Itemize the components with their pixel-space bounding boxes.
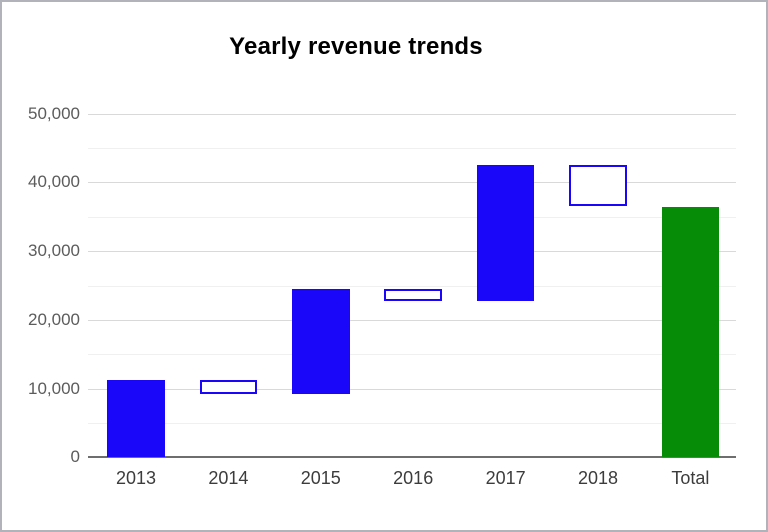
bar-2014[interactable]	[199, 379, 258, 395]
minor-gridline-35000	[88, 216, 736, 218]
major-gridline-50000	[88, 113, 736, 115]
x-axis-label-2015: 2015	[300, 468, 341, 488]
y-axis-label-20000: 20,000	[28, 309, 80, 329]
y-axis-label-50000: 50,000	[28, 103, 80, 123]
minor-gridline-25000	[88, 285, 736, 287]
minor-gridline-5000	[88, 423, 736, 424]
y-axis-label-0: 0	[70, 447, 80, 467]
minor-gridline-15000	[88, 354, 736, 356]
major-gridline-40000	[88, 182, 736, 184]
x-axis-label-total: Total	[671, 468, 710, 488]
bar-2015[interactable]	[292, 289, 350, 395]
x-axis-label-2016: 2016	[393, 468, 434, 488]
y-axis-label-30000: 30,000	[28, 241, 80, 261]
bar-2013[interactable]	[107, 379, 165, 458]
y-axis-label-40000: 40,000	[28, 172, 80, 192]
bar-2016[interactable]	[384, 289, 442, 301]
bar-2018[interactable]	[569, 165, 627, 207]
x-axis-label-2013: 2013	[115, 468, 157, 488]
y-axis-label-10000: 10,000	[28, 378, 80, 398]
x-axis-label-2014: 2014	[208, 468, 249, 488]
major-gridline-30000	[88, 251, 736, 253]
x-axis-label-2018: 2018	[577, 468, 619, 488]
major-gridline-10000	[88, 388, 736, 390]
bar-total[interactable]	[661, 206, 720, 458]
chart-title: Yearly revenue trends	[229, 33, 483, 60]
x-axis-label-2017: 2017	[485, 468, 526, 488]
x-axis-baseline	[88, 456, 736, 459]
major-gridline-20000	[88, 319, 736, 321]
bar-2017[interactable]	[476, 165, 535, 301]
minor-gridline-45000	[88, 148, 736, 150]
